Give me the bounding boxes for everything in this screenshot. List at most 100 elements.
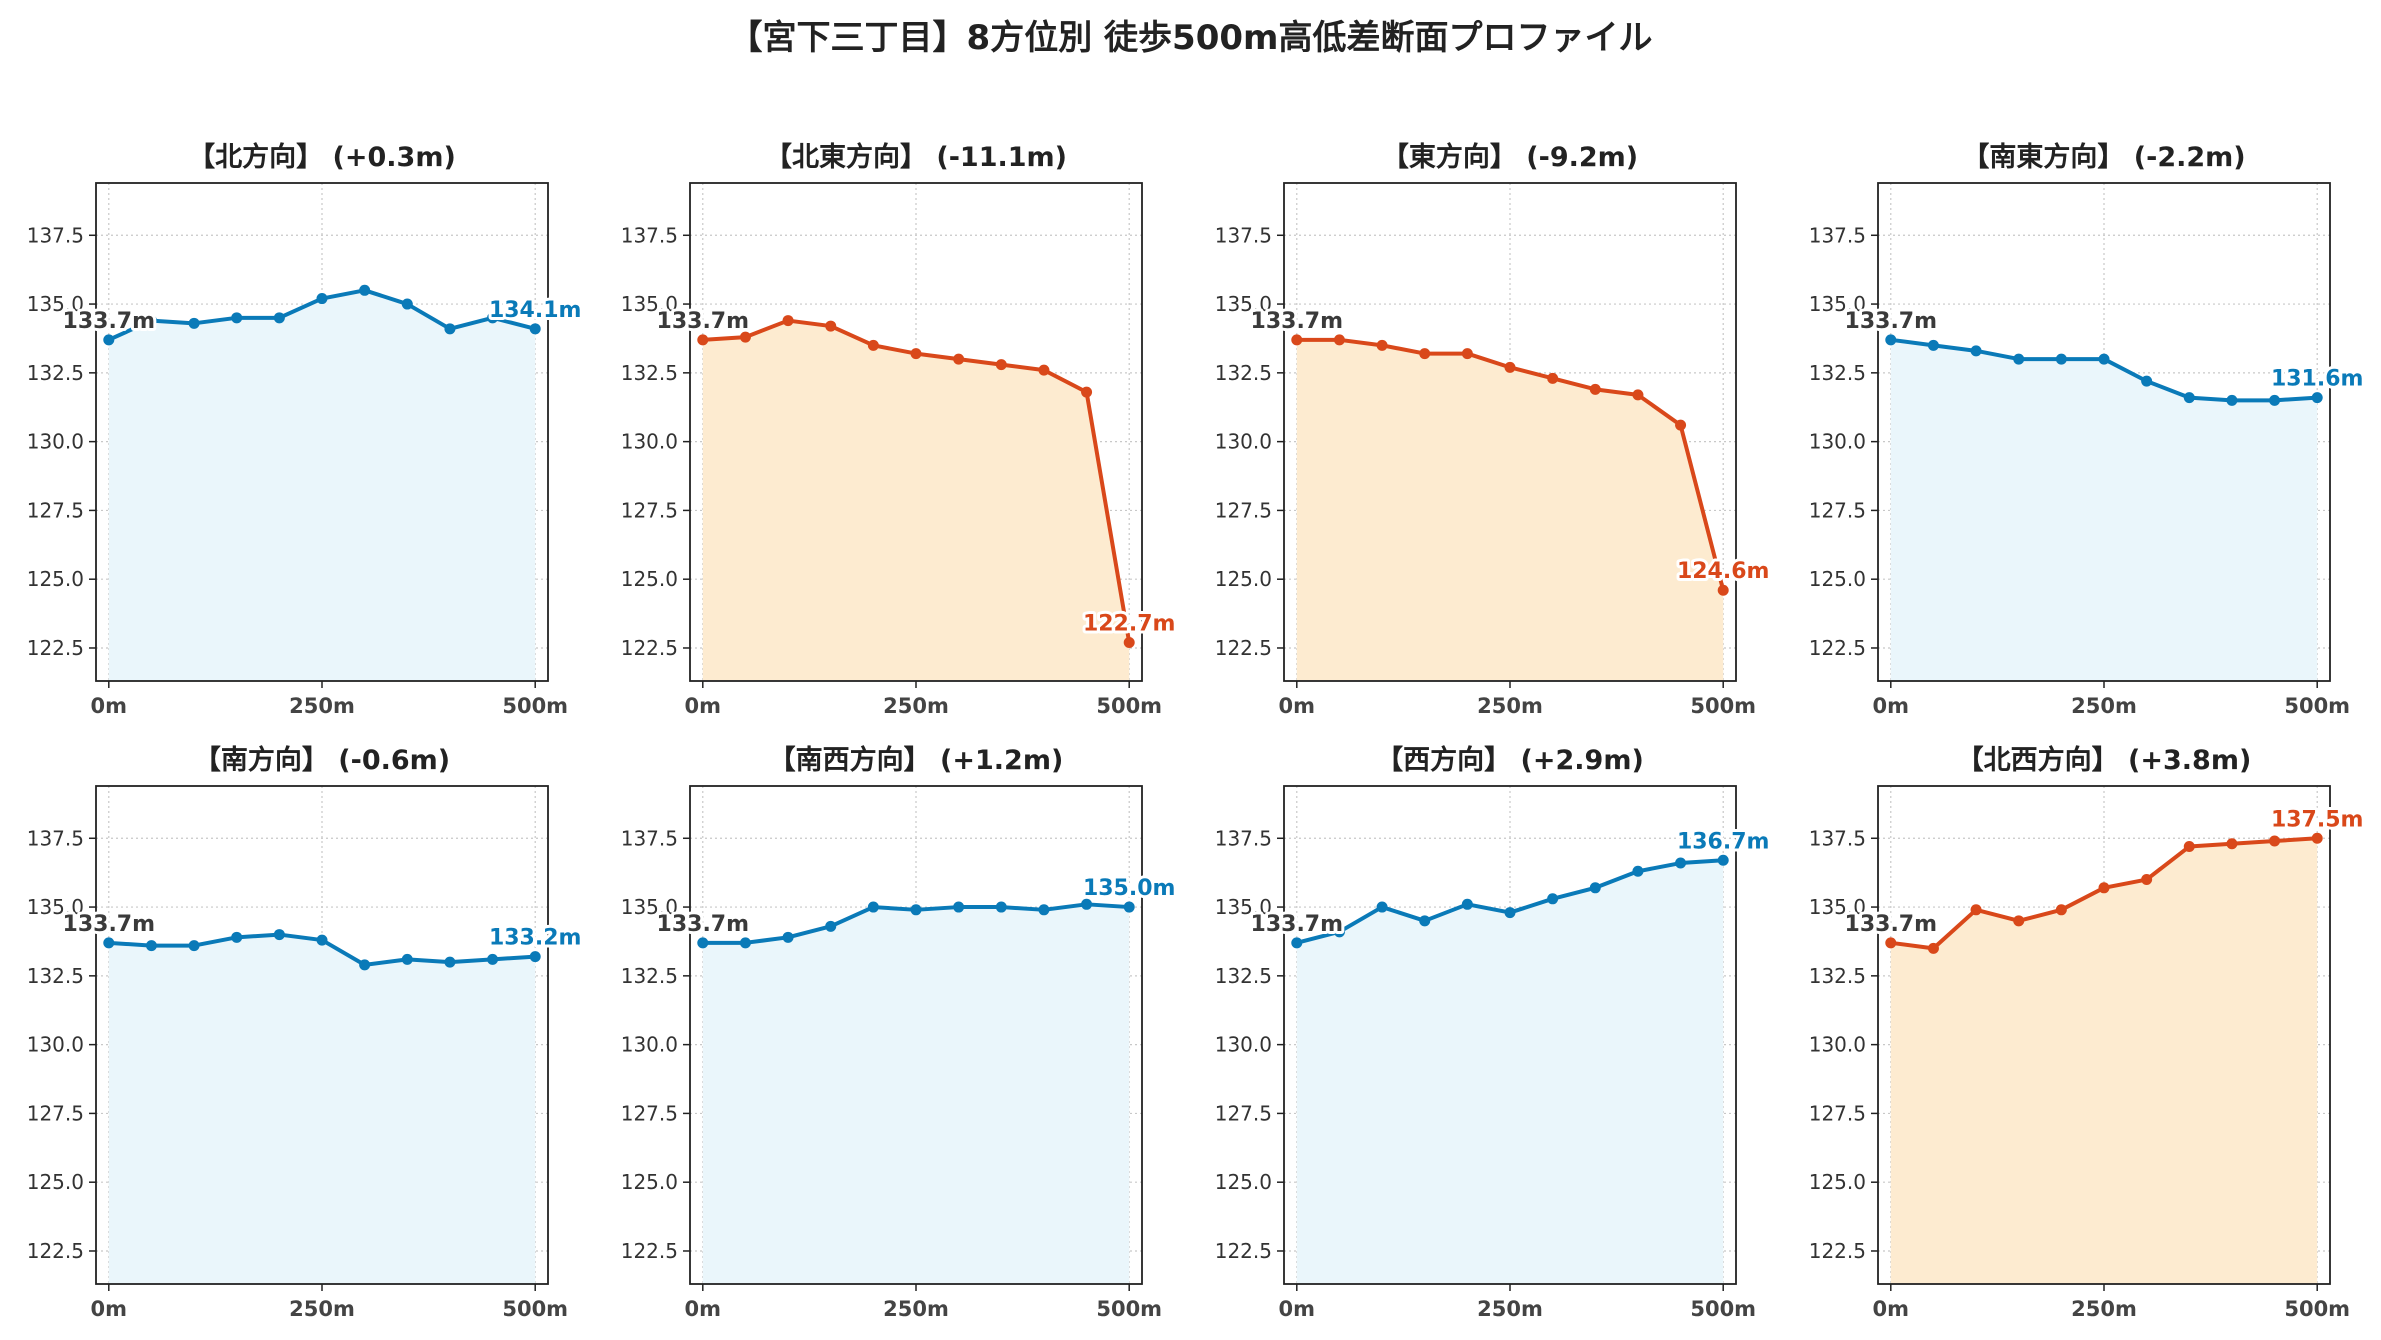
- area-fill: [1296, 860, 1724, 1284]
- data-point: [1675, 857, 1687, 869]
- value-label: 133.7m: [1251, 309, 1344, 334]
- subplot-title: 【南方向】 (-0.6m): [194, 744, 450, 776]
- x-tick-label: 250m: [2071, 1297, 2137, 1321]
- value-label: 136.7m: [1677, 829, 1770, 854]
- y-tick-label: 130.0: [621, 1033, 678, 1057]
- y-tick-label: 122.5: [621, 636, 678, 660]
- y-tick-label: 137.5: [621, 223, 678, 247]
- data-point: [444, 323, 456, 335]
- data-point: [910, 904, 922, 916]
- data-point: [953, 353, 965, 365]
- subplot-title: 【東方向】 (-9.2m): [1382, 141, 1638, 173]
- data-point: [1291, 937, 1303, 949]
- data-point: [1504, 907, 1516, 919]
- x-tick-label: 500m: [2284, 1297, 2350, 1321]
- y-tick-label: 122.5: [27, 636, 84, 660]
- area-fill: [1890, 339, 2318, 681]
- y-tick-label: 127.5: [1809, 1101, 1866, 1125]
- y-tick-label: 122.5: [621, 1239, 678, 1263]
- x-tick-label: 250m: [289, 1297, 355, 1321]
- area-fill: [702, 320, 1130, 681]
- data-point: [401, 298, 413, 310]
- data-point: [2226, 394, 2238, 406]
- data-point: [444, 956, 456, 968]
- data-point: [2013, 915, 2025, 927]
- y-tick-label: 137.5: [27, 223, 84, 247]
- data-point: [2269, 394, 2281, 406]
- value-label: 134.1m: [489, 298, 582, 323]
- data-point: [2055, 904, 2067, 916]
- y-tick-label: 127.5: [1215, 498, 1272, 522]
- data-point: [2226, 838, 2238, 850]
- value-label: 122.7m: [1083, 611, 1176, 636]
- subplot-3: 【東方向】 (-9.2m) 122.5 125.0 127.5 130.0 132.5 13…: [1215, 141, 1773, 718]
- subplot-title: 【西方向】 (+2.9m): [1376, 744, 1644, 776]
- x-tick-label: 500m: [2284, 694, 2350, 718]
- subplot-title: 【北東方向】 (-11.1m): [765, 141, 1067, 173]
- data-point: [2311, 832, 2323, 844]
- data-point: [1504, 361, 1516, 373]
- subplot-1: 【北方向】 (+0.3m) 122.5 125.0 127.5 130.0 132.5 13…: [27, 141, 585, 718]
- data-point: [1291, 334, 1303, 346]
- y-tick-label: 135.0: [27, 292, 84, 316]
- y-tick-label: 122.5: [1215, 636, 1272, 660]
- value-label: 133.7m: [1845, 309, 1938, 334]
- value-label: 133.7m: [1845, 912, 1938, 937]
- y-tick-label: 125.0: [621, 567, 678, 591]
- data-point: [359, 959, 371, 971]
- x-tick-label: 0m: [1873, 1297, 1910, 1321]
- y-tick-label: 137.5: [1809, 223, 1866, 247]
- y-tick-label: 127.5: [1215, 1101, 1272, 1125]
- data-point: [1632, 865, 1644, 877]
- value-label: 137.5m: [2271, 807, 2364, 832]
- subplot-2: 【北東方向】 (-11.1m) 122.5 125.0 127.5 130.0 132.5…: [621, 141, 1179, 718]
- data-point: [2141, 874, 2153, 886]
- x-tick-label: 250m: [883, 1297, 949, 1321]
- y-tick-label: 135.0: [621, 895, 678, 919]
- y-tick-label: 125.0: [1215, 1170, 1272, 1194]
- data-point: [739, 331, 751, 343]
- y-tick-label: 127.5: [1809, 498, 1866, 522]
- data-point: [231, 312, 243, 324]
- y-tick-label: 137.5: [621, 826, 678, 850]
- x-tick-label: 0m: [1279, 1297, 1316, 1321]
- data-point: [825, 920, 837, 932]
- data-point: [231, 931, 243, 943]
- y-tick-label: 132.5: [1809, 964, 1866, 988]
- y-tick-label: 130.0: [621, 430, 678, 454]
- y-tick-label: 132.5: [621, 964, 678, 988]
- data-point: [1885, 334, 1897, 346]
- data-point: [529, 323, 541, 335]
- data-point: [1081, 386, 1093, 398]
- data-point: [1717, 854, 1729, 866]
- value-label: 131.6m: [2271, 367, 2364, 392]
- value-label: 133.7m: [63, 309, 156, 334]
- data-point: [867, 901, 879, 913]
- subplot-7: 【西方向】 (+2.9m) 122.5 125.0 127.5 130.0 132.5 13…: [1215, 744, 1773, 1321]
- y-tick-label: 135.0: [621, 292, 678, 316]
- data-point: [188, 317, 200, 329]
- data-point: [2269, 835, 2281, 847]
- y-tick-label: 122.5: [27, 1239, 84, 1263]
- subplot-title: 【北方向】 (+0.3m): [188, 141, 456, 173]
- y-tick-label: 135.0: [27, 895, 84, 919]
- x-tick-label: 0m: [685, 694, 722, 718]
- x-tick-label: 0m: [91, 694, 128, 718]
- data-point: [1419, 915, 1431, 927]
- subplot-title: 【南東方向】 (-2.2m): [1962, 141, 2245, 173]
- area-fill: [1296, 339, 1724, 681]
- data-point: [1376, 339, 1388, 351]
- y-tick-label: 122.5: [1809, 1239, 1866, 1263]
- y-tick-label: 125.0: [27, 567, 84, 591]
- y-tick-label: 137.5: [1215, 826, 1272, 850]
- data-point: [995, 359, 1007, 371]
- data-point: [995, 901, 1007, 913]
- y-tick-label: 137.5: [1215, 223, 1272, 247]
- data-point: [1376, 901, 1388, 913]
- y-tick-label: 125.0: [27, 1170, 84, 1194]
- x-tick-label: 0m: [1873, 694, 1910, 718]
- data-point: [188, 940, 200, 952]
- data-point: [487, 312, 499, 324]
- data-point: [1717, 584, 1729, 596]
- data-point: [2311, 392, 2323, 404]
